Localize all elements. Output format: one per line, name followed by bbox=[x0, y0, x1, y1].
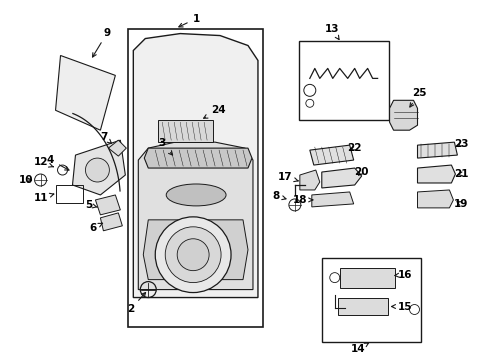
Text: 3: 3 bbox=[158, 138, 172, 155]
Text: 1: 1 bbox=[179, 14, 200, 27]
Text: 15: 15 bbox=[391, 302, 412, 311]
Polygon shape bbox=[143, 220, 247, 280]
Text: 18: 18 bbox=[292, 195, 312, 205]
Text: 11: 11 bbox=[33, 193, 54, 203]
Polygon shape bbox=[299, 170, 319, 190]
Polygon shape bbox=[95, 195, 120, 215]
Polygon shape bbox=[100, 213, 122, 231]
Bar bbox=[321, 258, 421, 342]
Text: 4: 4 bbox=[47, 155, 69, 170]
Polygon shape bbox=[321, 168, 361, 188]
Text: 8: 8 bbox=[272, 191, 285, 201]
Polygon shape bbox=[72, 140, 125, 195]
Text: 7: 7 bbox=[101, 132, 111, 143]
Text: 20: 20 bbox=[354, 167, 368, 177]
Bar bbox=[56, 185, 83, 203]
Polygon shape bbox=[144, 148, 251, 168]
Text: 21: 21 bbox=[453, 169, 468, 179]
Polygon shape bbox=[417, 190, 452, 208]
Text: 14: 14 bbox=[349, 343, 368, 354]
Polygon shape bbox=[138, 142, 252, 289]
Text: 6: 6 bbox=[90, 223, 102, 233]
Text: 25: 25 bbox=[409, 88, 426, 107]
Circle shape bbox=[165, 227, 221, 283]
Text: 17: 17 bbox=[277, 172, 298, 182]
Text: 10: 10 bbox=[19, 175, 33, 185]
Text: 2: 2 bbox=[126, 293, 145, 315]
Polygon shape bbox=[417, 165, 454, 183]
Circle shape bbox=[177, 239, 209, 271]
Ellipse shape bbox=[166, 184, 225, 206]
Bar bbox=[128, 28, 263, 328]
Bar bbox=[339, 268, 394, 288]
Text: 24: 24 bbox=[203, 105, 225, 118]
Text: 9: 9 bbox=[92, 28, 111, 57]
Text: 22: 22 bbox=[347, 143, 361, 153]
Polygon shape bbox=[417, 142, 456, 158]
Circle shape bbox=[85, 158, 109, 182]
Polygon shape bbox=[56, 55, 115, 130]
Text: 12: 12 bbox=[33, 157, 53, 167]
Polygon shape bbox=[389, 100, 417, 130]
Bar bbox=[158, 120, 213, 142]
Polygon shape bbox=[311, 192, 353, 207]
Text: 23: 23 bbox=[453, 139, 468, 149]
Bar bbox=[337, 298, 387, 315]
Circle shape bbox=[155, 217, 230, 293]
Text: 19: 19 bbox=[453, 199, 468, 209]
Text: 13: 13 bbox=[324, 24, 338, 40]
Polygon shape bbox=[309, 145, 353, 165]
Bar bbox=[298, 41, 388, 120]
Polygon shape bbox=[133, 33, 258, 298]
Text: 5: 5 bbox=[84, 200, 97, 210]
Text: 16: 16 bbox=[394, 270, 412, 280]
Polygon shape bbox=[108, 140, 126, 156]
